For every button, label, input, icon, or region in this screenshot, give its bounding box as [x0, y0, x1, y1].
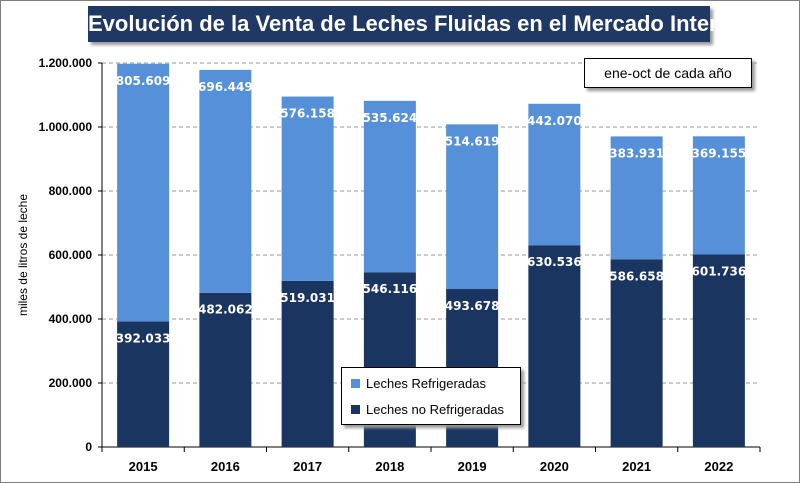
period-annotation: ene-oct de cada año	[584, 58, 752, 88]
legend-swatch-no-refrigeradas	[351, 405, 360, 415]
x-tick-label: 2017	[293, 459, 322, 474]
data-label-refrigeradas: 696.449	[198, 80, 253, 94]
legend-swatch-refrigeradas	[351, 379, 360, 389]
bar-refrigeradas	[528, 103, 581, 246]
bar-refrigeradas	[610, 136, 663, 260]
bar-refrigeradas	[199, 69, 252, 293]
data-label-refrigeradas: 535.624	[363, 111, 418, 125]
bar-no-refrigeradas	[610, 259, 663, 447]
data-label-refrigeradas: 805.609	[116, 74, 171, 88]
data-label-no-refrigeradas: 519.031	[280, 291, 335, 305]
bar-refrigeradas	[692, 136, 745, 255]
bar-no-refrigeradas	[199, 292, 252, 447]
x-tick-label: 2019	[458, 459, 487, 474]
y-tick-label: 200.000	[49, 376, 93, 390]
y-axis-label: miles de litros de leche	[16, 194, 30, 316]
data-label-refrigeradas: 369.155	[692, 146, 747, 160]
y-tick-label: 400.000	[49, 312, 93, 326]
bar-refrigeradas	[446, 124, 499, 290]
data-label-refrigeradas: 442.070	[527, 114, 582, 128]
legend-item-refrigeradas: Leches Refrigeradas	[351, 375, 486, 393]
data-label-no-refrigeradas: 630.536	[527, 255, 582, 269]
y-tick-label: 1.200.000	[39, 56, 93, 70]
bar-no-refrigeradas	[692, 254, 745, 447]
y-tick-label: 800.000	[49, 184, 93, 198]
x-tick-label: 2016	[211, 459, 240, 474]
data-label-refrigeradas: 383.931	[609, 146, 664, 160]
legend-item-no-refrigeradas: Leches no Refrigeradas	[351, 401, 504, 419]
data-label-no-refrigeradas: 493.678	[445, 299, 500, 313]
bar-refrigeradas	[117, 63, 170, 322]
bar-no-refrigeradas	[528, 245, 581, 447]
y-tick-label: 600.000	[49, 248, 93, 262]
bar-refrigeradas	[281, 96, 334, 281]
x-tick-label: 2022	[704, 459, 733, 474]
data-label-no-refrigeradas: 586.658	[609, 269, 664, 283]
legend-label-no-refrigeradas: Leches no Refrigeradas	[366, 402, 505, 417]
bar-no-refrigeradas	[281, 280, 334, 447]
x-tick-label: 2015	[129, 459, 158, 474]
data-label-no-refrigeradas: 546.116	[363, 282, 418, 296]
chart-title: Evolución de la Venta de Leches Fluidas …	[88, 6, 745, 42]
legend: Leches Refrigeradas Leches no Refrigerad…	[341, 367, 521, 425]
y-tick-label: 1.000.000	[39, 120, 93, 134]
bar-refrigeradas	[363, 100, 416, 273]
data-label-refrigeradas: 576.158	[280, 107, 335, 121]
data-label-no-refrigeradas: 601.736	[692, 264, 747, 278]
x-tick-label: 2018	[375, 459, 404, 474]
legend-label-refrigeradas: Leches Refrigeradas	[366, 376, 486, 391]
data-label-no-refrigeradas: 392.033	[116, 332, 171, 346]
y-tick-label: 0	[85, 440, 92, 454]
x-tick-label: 2021	[622, 459, 651, 474]
data-label-refrigeradas: 514.619	[445, 134, 500, 148]
x-tick-label: 2020	[540, 459, 569, 474]
data-label-no-refrigeradas: 482.062	[198, 303, 253, 317]
bar-no-refrigeradas	[117, 321, 170, 447]
